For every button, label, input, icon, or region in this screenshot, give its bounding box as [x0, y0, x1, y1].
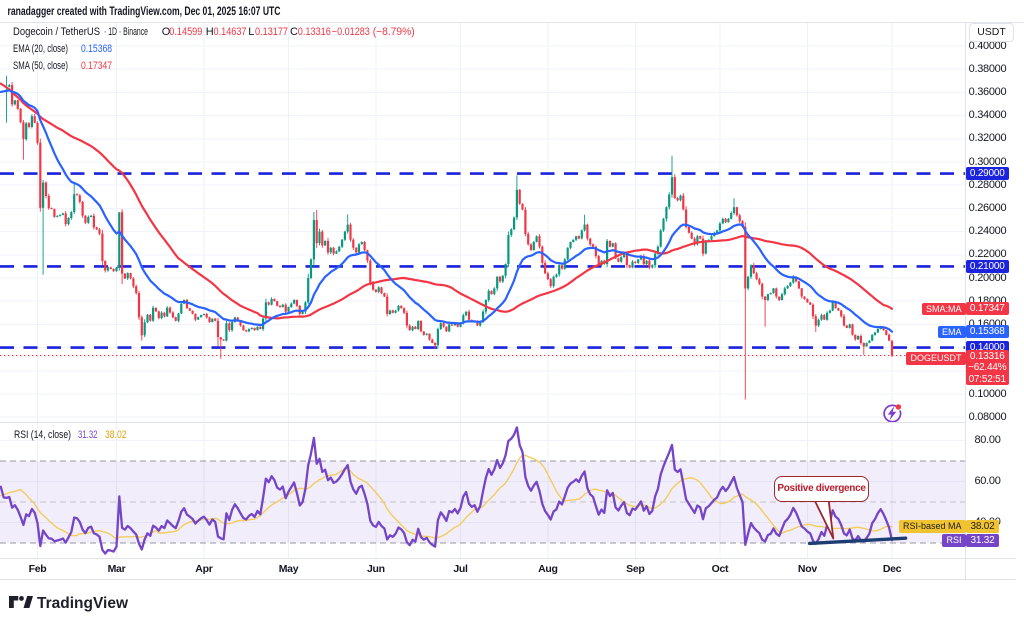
svg-text:C: C	[290, 26, 298, 38]
svg-text:38.02: 38.02	[105, 429, 127, 441]
svg-text:0.14599: 0.14599	[169, 26, 202, 38]
svg-text:0.17347: 0.17347	[81, 60, 112, 72]
svg-text:(−8.79%): (−8.79%)	[373, 26, 415, 38]
svg-text:RSI (14, close): RSI (14, close)	[14, 429, 71, 441]
svg-text:ranadagger created with Tradin: ranadagger created with TradingView.com,…	[8, 6, 281, 18]
svg-text:EMA (20, close): EMA (20, close)	[13, 43, 68, 55]
svg-text:SMA (50, close): SMA (50, close)	[13, 60, 68, 72]
svg-text:· 1D · Binance: · 1D · Binance	[104, 26, 148, 38]
svg-text:0.15368: 0.15368	[81, 43, 112, 55]
svg-text:Dogecoin / TetherUS: Dogecoin / TetherUS	[13, 26, 100, 38]
svg-text:0.13316: 0.13316	[298, 26, 331, 38]
svg-text:31.32: 31.32	[78, 429, 98, 441]
svg-text:−0.01283: −0.01283	[332, 26, 370, 38]
svg-text:O: O	[162, 26, 171, 38]
svg-text:TradingView: TradingView	[37, 595, 129, 612]
svg-text:L: L	[248, 26, 254, 38]
svg-text:0.14637: 0.14637	[214, 26, 247, 38]
svg-text:H: H	[206, 26, 214, 38]
svg-text:0.13177: 0.13177	[255, 26, 288, 38]
